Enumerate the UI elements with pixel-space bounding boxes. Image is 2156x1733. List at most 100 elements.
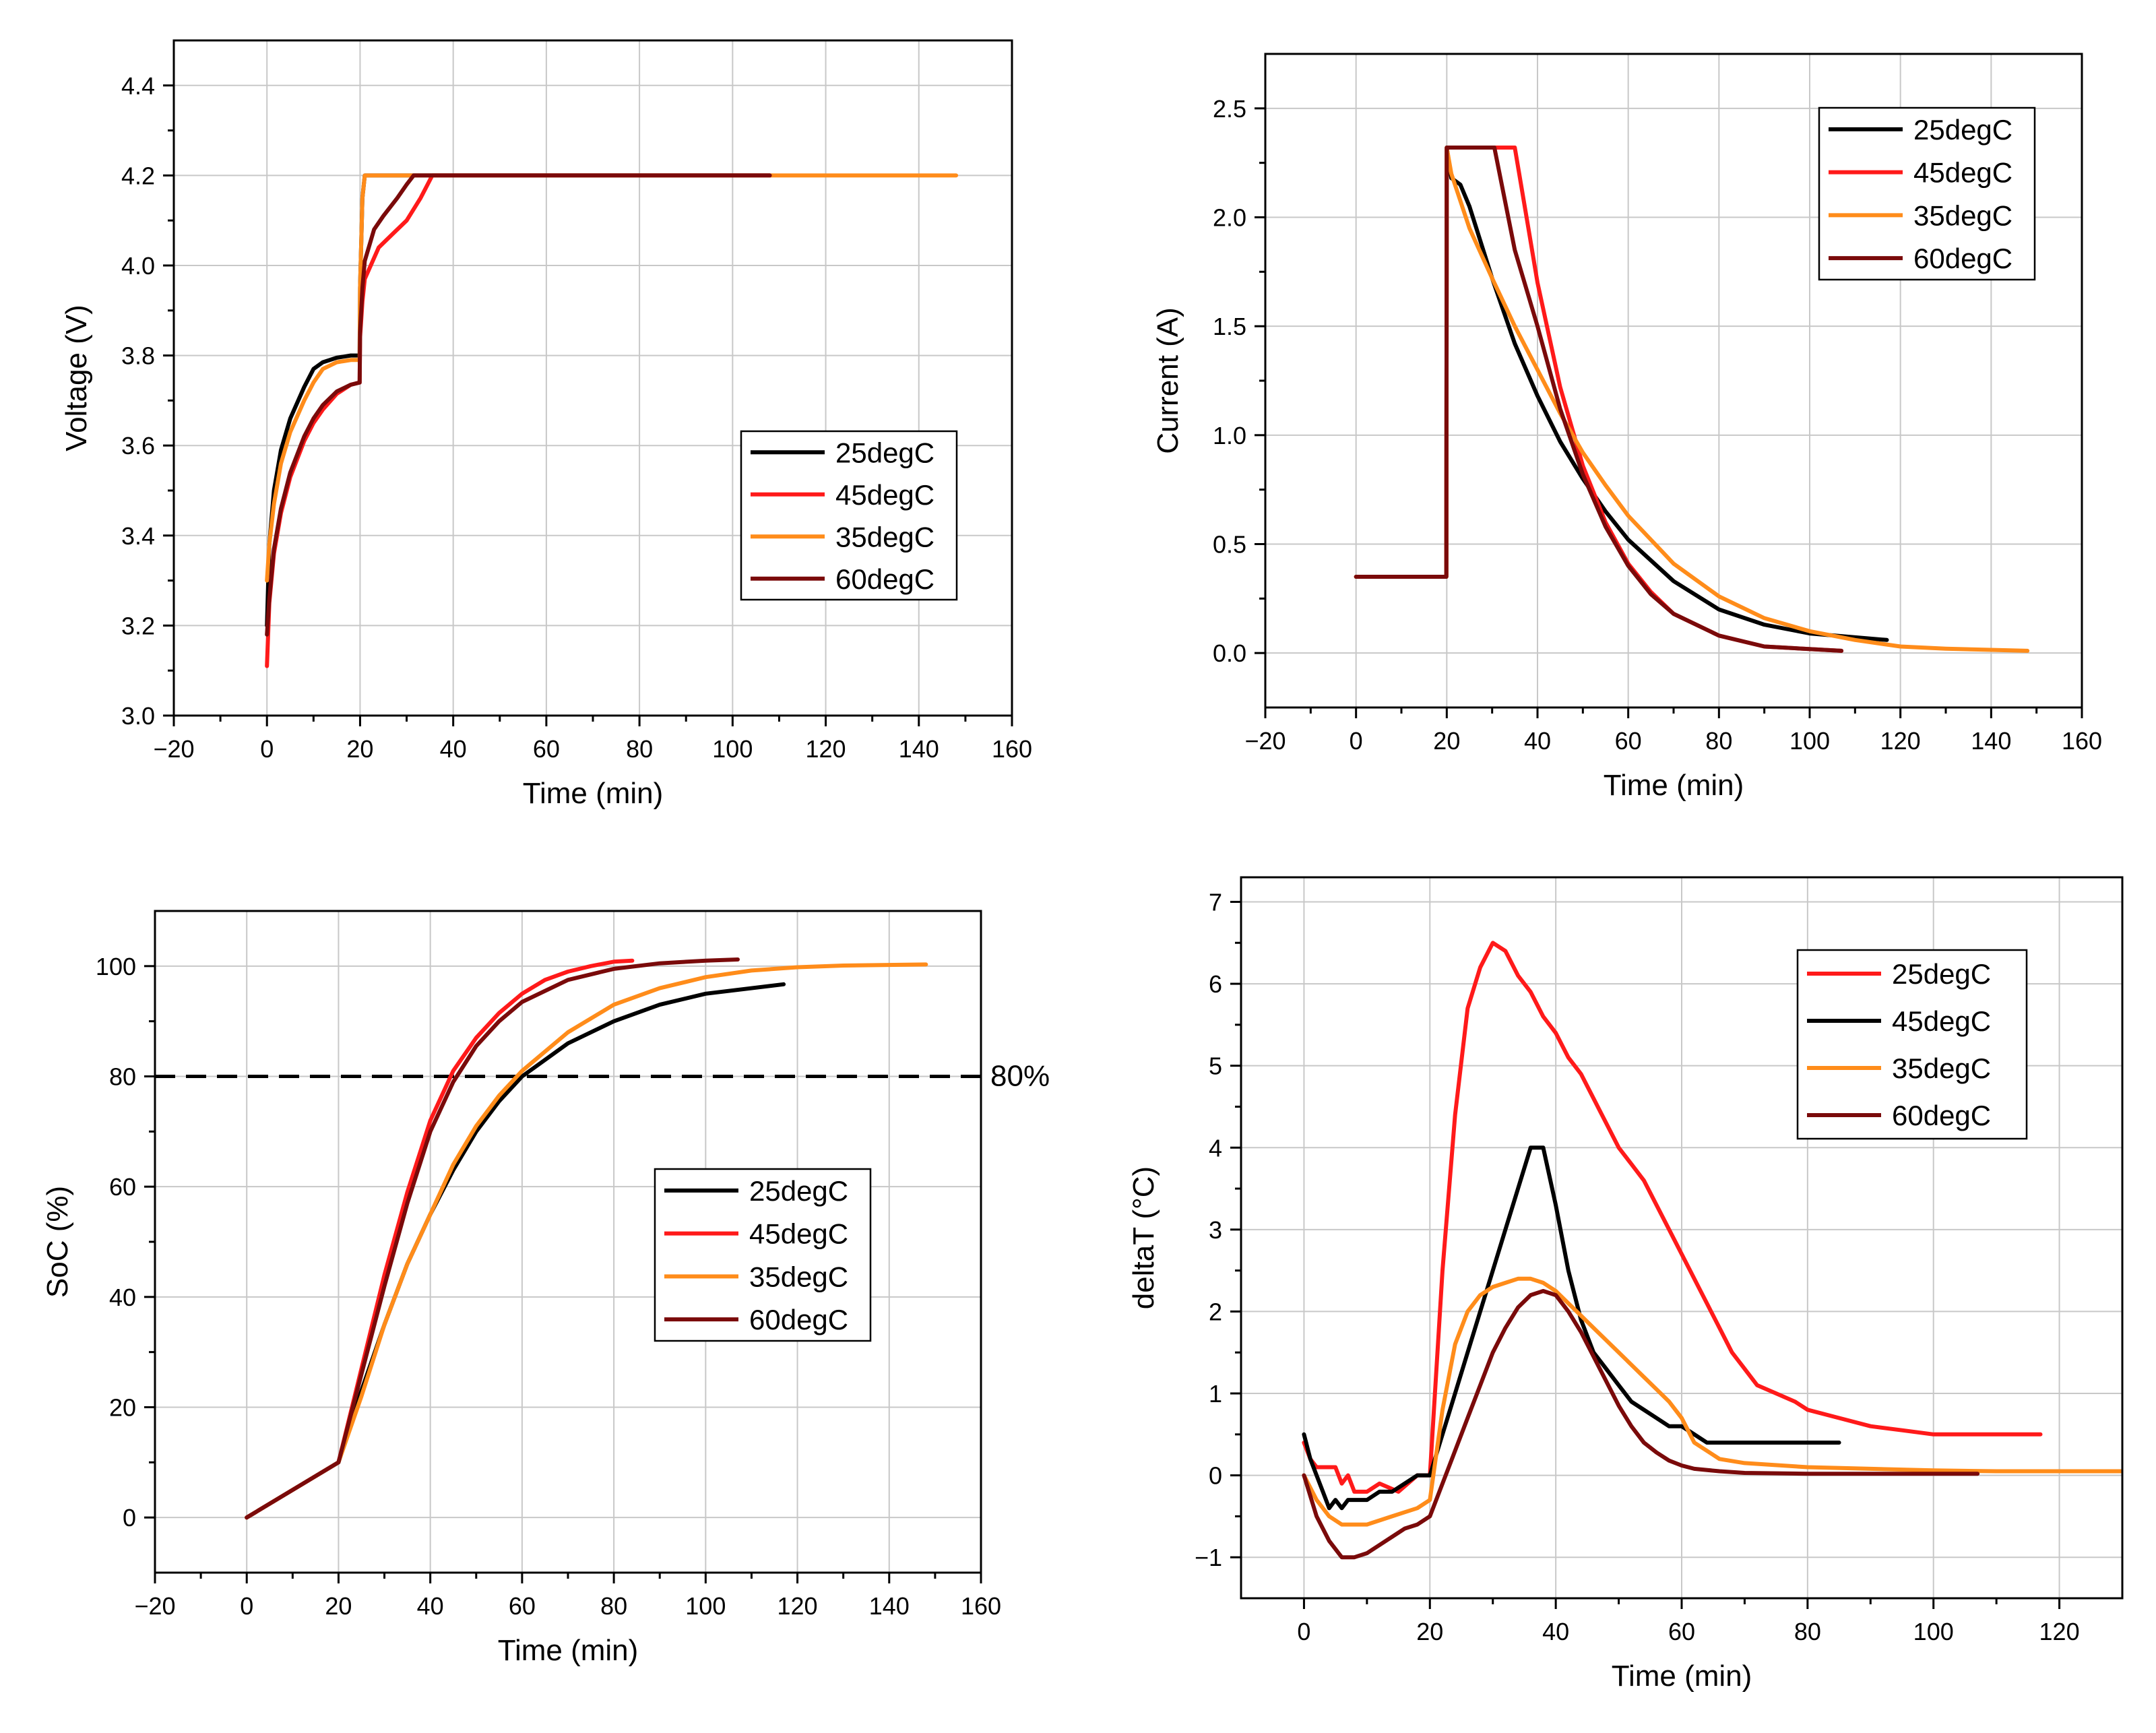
voltage-series-line-35degC (265, 173, 959, 583)
voltage-xtick-label: 160 (992, 735, 1032, 763)
voltage-ytick-label: 3.0 (121, 702, 155, 730)
voltage-legend: 25degC 45degC 35degC 60degC (740, 430, 958, 601)
voltage-grid (174, 40, 1012, 716)
current-legend-label: 60degC (1913, 243, 2012, 274)
voltage-legend-box (740, 430, 958, 601)
soc-xtick-label: 80 (600, 1592, 627, 1620)
current-y-axis-title: Current (A) (1151, 307, 1184, 454)
voltage-xtick-label: 0 (260, 735, 274, 763)
deltat-xtick-label: 80 (1794, 1618, 1821, 1645)
current-legend-label: 45degC (1913, 157, 2012, 189)
soc-series-group (245, 957, 928, 1520)
current-xtick-label: 100 (1789, 727, 1830, 755)
deltat-xtick-label: 40 (1542, 1618, 1569, 1645)
soc-ytick-label: 20 (109, 1394, 136, 1422)
soc-x-axis-title: Time (min) (498, 1634, 639, 1667)
voltage-y-axis-title: Voltage (V) (60, 305, 93, 451)
deltat-series-line-60degC (1302, 1289, 1980, 1560)
voltage-xtick-label: −20 (153, 735, 194, 763)
deltat-legend-label: 25degC (1892, 958, 1991, 990)
deltat-ytick-label: 2 (1209, 1298, 1222, 1325)
voltage-xtick-label: 60 (533, 735, 560, 763)
voltage-series-group (265, 173, 959, 668)
voltage-legend-label: 25degC (835, 437, 934, 468)
voltage-x-axis-title: Time (min) (523, 777, 664, 810)
deltat-ytick-label: 4 (1209, 1134, 1222, 1162)
deltat-series-line-25degC (1302, 941, 2043, 1494)
deltat-ytick-label: 5 (1209, 1052, 1222, 1080)
current-series-group (1354, 146, 2030, 653)
soc-xtick-label: 120 (778, 1592, 818, 1620)
soc-xtick-label: 0 (240, 1592, 253, 1620)
deltat-xtick-label: 0 (1297, 1618, 1310, 1645)
current-xtick-label: 40 (1524, 727, 1551, 755)
soc-xtick-label: 60 (509, 1592, 536, 1620)
deltat-ytick-label: −1 (1195, 1544, 1222, 1571)
soc-ytick-label: 0 (123, 1504, 136, 1532)
current-legend-label: 25degC (1913, 114, 2012, 146)
soc-ytick-label: 100 (96, 953, 136, 980)
current-x-axis-title: Time (min) (1604, 769, 1744, 802)
soc-legend-label: 35degC (749, 1261, 848, 1292)
current-xtick-label: 120 (1880, 727, 1921, 755)
voltage-legend-label: 45degC (835, 479, 934, 511)
soc-legend-label: 25degC (749, 1175, 848, 1207)
voltage-xtick-label: 80 (626, 735, 653, 763)
deltat-legend-box (1796, 949, 2028, 1140)
current-xtick-label: 0 (1350, 727, 1363, 755)
soc-ytick-label: 60 (109, 1173, 136, 1201)
deltat-ytick-label: 3 (1209, 1216, 1222, 1244)
deltat-chart-panel: 0 20 40 60 80 100 120 −1 0 1 2 3 4 5 6 7 Time (min) delta… (1127, 876, 2124, 1693)
current-chart-panel: −20 0 20 40 60 80 100 120 140 160 0.0 0.5 1.0 1.5 2.0 2… (1151, 53, 2102, 802)
deltat-xtick-label: 60 (1668, 1618, 1695, 1645)
voltage-xtick-label: 120 (806, 735, 846, 763)
deltat-series-line-45degC (1302, 1145, 1841, 1511)
voltage-chart-panel: −20 0 20 40 60 80 100 120 140 160 3.0 3.2 3.4 3.6 3.8 4… (60, 39, 1032, 810)
deltat-series-group (1302, 941, 2122, 1560)
deltat-x-axis-title: Time (min) (1612, 1660, 1752, 1693)
voltage-legend-label: 35degC (835, 521, 934, 553)
voltage-ytick-label: 4.4 (121, 72, 155, 100)
deltat-legend-label: 35degC (1892, 1052, 1991, 1084)
current-legend-label: 35degC (1913, 199, 2012, 231)
soc-legend: 25degC 45degC 35degC 60degC (654, 1168, 872, 1342)
soc-xtick-label: −20 (134, 1592, 175, 1620)
voltage-xtick-label: 100 (712, 735, 753, 763)
voltage-xtick-label: 140 (899, 735, 939, 763)
voltage-series-line-25degC (265, 173, 772, 628)
current-series-line-25degC (1354, 146, 1889, 642)
deltat-legend-label: 60degC (1892, 1100, 1991, 1131)
soc-xtick-label: 20 (325, 1592, 352, 1620)
current-xtick-label: 140 (1971, 727, 2011, 755)
soc-chart-panel: 80% −20 0 20 40 60 80 100 120 140 160 0 20 40 60 80 100 T… (41, 910, 1050, 1667)
voltage-ytick-label: 3.4 (121, 522, 155, 550)
deltat-xtick-label: 100 (1913, 1618, 1954, 1645)
current-ytick-label: 1.0 (1213, 422, 1246, 449)
current-ytick-label: 2.5 (1213, 95, 1246, 123)
current-xtick-label: 80 (1705, 727, 1732, 755)
deltat-legend-label: 45degC (1892, 1005, 1991, 1037)
voltage-ytick-label: 4.2 (121, 162, 155, 189)
voltage-plot-frame (172, 39, 1013, 717)
current-xtick-label: 160 (2062, 727, 2102, 755)
deltat-xtick-label: 120 (2039, 1618, 2080, 1645)
voltage-ytick-label: 4.0 (121, 252, 155, 280)
current-ytick-label: 2.0 (1213, 204, 1246, 232)
current-grid (1265, 54, 2082, 707)
voltage-xtick-label: 20 (346, 735, 373, 763)
voltage-ytick-label: 3.2 (121, 612, 155, 639)
deltat-series-line-35degC (1302, 1276, 2122, 1527)
soc-ytick-label: 40 (109, 1284, 136, 1311)
soc-xtick-label: 100 (685, 1592, 726, 1620)
deltat-xtick-label: 20 (1416, 1618, 1443, 1645)
soc-reference-label: 80% (990, 1060, 1050, 1093)
deltat-legend: 25degC 45degC 35degC 60degC (1796, 949, 2028, 1140)
deltat-y-axis-title: deltaT (°C) (1127, 1166, 1160, 1309)
soc-xtick-label: 140 (869, 1592, 910, 1620)
voltage-ytick-label: 3.8 (121, 342, 155, 370)
deltat-ytick-label: 6 (1209, 970, 1222, 998)
soc-series-line-45degC (245, 958, 635, 1520)
soc-legend-box (654, 1168, 872, 1342)
voltage-series-line-60degC (265, 173, 772, 637)
current-series-line-35degC (1354, 146, 2030, 653)
